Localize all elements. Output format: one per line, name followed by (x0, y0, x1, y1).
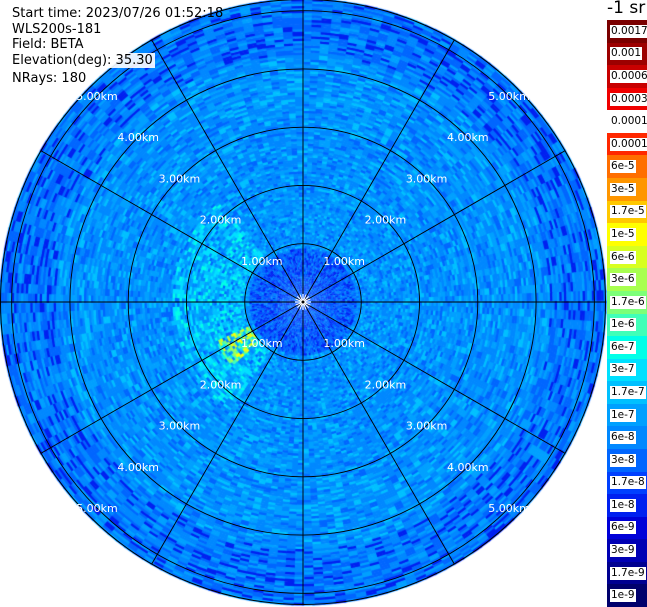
field-text: Field: BETA (12, 37, 84, 52)
range-ring-label: 4.00km (117, 131, 159, 144)
colorbar-tick-label: 0.001 (610, 47, 643, 61)
colorbar-tick-label: 1e-7 (610, 408, 636, 422)
colorbar-tick-label: 1e-8 (610, 498, 636, 512)
start-time-text: Start time: 2023/07/26 01:52:18 (12, 6, 224, 21)
range-ring-label: 1.00km (241, 255, 283, 268)
colorbar-tick-label: 3e-5 (610, 182, 636, 196)
range-ring-label: 5.00km (76, 502, 118, 515)
azimuth-spoke (151, 301, 304, 565)
azimuth-spoke (40, 301, 304, 454)
range-ring-label: 2.00km (200, 378, 242, 391)
range-ring-label: 3.00km (406, 172, 448, 185)
range-ring-label: 1.00km (241, 337, 283, 350)
colorbar-tick-label: 0.00017 (610, 115, 647, 129)
colorbar-tick-label: 1e-9 (610, 589, 636, 603)
polar-grid-overlay: 1.00km 1.00km 1.00km 1.00km 2.00km 2.00km 2.00… (0, 0, 606, 605)
range-ring-label: 4.00km (447, 131, 489, 144)
azimuth-spoke (302, 39, 455, 303)
colorbar-tick-label: 6e-5 (610, 160, 636, 174)
colorbar-tick-label: 6e-6 (610, 250, 636, 264)
instrument-text: WLS200s-181 (12, 22, 102, 37)
colorbar-tick-label: 0.0006 (610, 69, 647, 83)
range-ring-label: 2.00km (365, 214, 407, 227)
colorbar-tick-label: 0.0001 (610, 137, 647, 151)
range-ring-label: 5.00km (488, 90, 530, 103)
colorbar-tick-label: 1.7e-7 (610, 386, 646, 400)
range-ring-label: 1.00km (323, 337, 365, 350)
azimuth-spoke (151, 39, 304, 303)
colorbar-tick-label: 6e-9 (610, 521, 636, 535)
colorbar-tick-label: 3e-9 (610, 544, 636, 558)
nrays-text: NRays: 180 (12, 71, 87, 86)
colorbar-tick-label: 3e-6 (610, 273, 636, 287)
range-ring-label: 3.00km (159, 172, 201, 185)
azimuth-spoke (302, 301, 566, 454)
range-ring-label: 5.00km (76, 90, 118, 103)
colorbar-tick-label: 1.7e-8 (610, 476, 646, 490)
colorbar-tick-label: 3e-8 (610, 453, 636, 467)
colorbar-tick-label: 1.7e-5 (610, 205, 646, 219)
range-ring-label: 3.00km (406, 420, 448, 433)
azimuth-spoke (40, 150, 304, 303)
colorbar-tick-label: 1e-5 (610, 227, 636, 241)
range-ring-label: 3.00km (159, 420, 201, 433)
colorbar-tick-label: 6e-8 (610, 431, 636, 445)
range-ring-label: 5.00km (488, 502, 530, 515)
colorbar-tick-label: 6e-7 (610, 340, 636, 354)
range-ring-label: 1.00km (323, 255, 365, 268)
range-ring-label: 4.00km (447, 461, 489, 474)
azimuth-spoke (302, 150, 566, 303)
range-ring-label: 2.00km (200, 214, 242, 227)
colorbar-tick-label: 0.0003 (610, 92, 647, 106)
colorbar-tick-label: 3e-7 (610, 363, 636, 377)
elevation-text: Elevation(deg): 35.30 (10, 53, 155, 68)
colorbar-tick-label: 1.7e-6 (610, 295, 646, 309)
colorbar-tick-label: 0.0017 (610, 24, 647, 38)
range-ring-label: 4.00km (117, 461, 159, 474)
range-ring-label: 2.00km (365, 378, 407, 391)
colorbar: 0.0017 0.001 0.0006 0.0003 0.00017 0.0001 6e-5… (607, 20, 647, 607)
colorbar-tick-label: 1e-6 (610, 318, 636, 332)
azimuth-spoke (302, 301, 455, 565)
colorbar-tick-label: 1.7e-9 (610, 566, 646, 580)
colorbar-unit-label: -1 sr (607, 0, 646, 18)
origin-dot (301, 300, 305, 304)
